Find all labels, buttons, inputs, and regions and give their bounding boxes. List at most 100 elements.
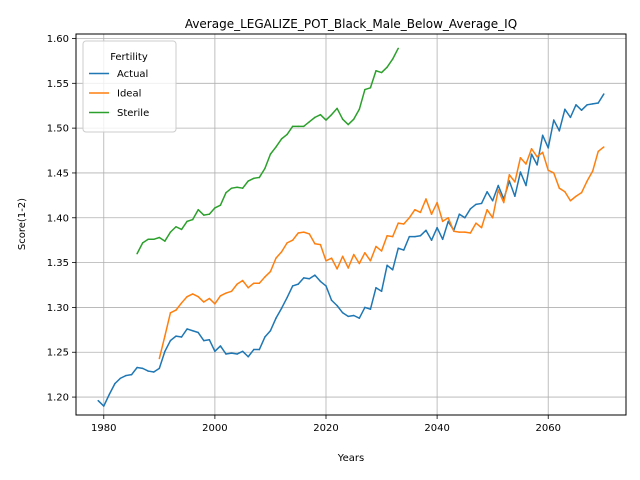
data-point-actual xyxy=(386,264,388,267)
data-point-sterile xyxy=(347,123,349,126)
data-point-ideal xyxy=(591,170,594,172)
data-point-ideal xyxy=(364,251,366,254)
data-point-actual xyxy=(497,184,499,187)
data-point-sterile xyxy=(291,125,294,128)
data-point-sterile xyxy=(380,71,383,74)
series-sterile xyxy=(136,47,399,255)
data-point-actual xyxy=(308,277,311,280)
data-point-actual xyxy=(575,104,577,106)
data-point-actual xyxy=(314,274,316,276)
data-point-actual xyxy=(530,153,533,155)
legend-box xyxy=(82,40,177,133)
data-point-actual xyxy=(591,103,594,105)
data-point-ideal xyxy=(586,180,588,182)
data-point-sterile xyxy=(180,228,183,231)
data-point-actual xyxy=(158,367,161,370)
data-point-actual xyxy=(569,116,572,119)
data-point-actual xyxy=(403,249,405,251)
series-line-actual xyxy=(97,93,605,407)
data-point-ideal xyxy=(358,262,361,265)
data-point-actual xyxy=(164,350,166,353)
data-point-sterile xyxy=(353,118,355,120)
data-point-ideal xyxy=(380,250,383,252)
data-point-sterile xyxy=(247,180,249,182)
data-point-ideal xyxy=(486,208,488,211)
data-point-ideal xyxy=(186,295,188,298)
data-point-actual xyxy=(286,296,288,299)
data-point-ideal xyxy=(441,220,444,223)
data-point-ideal xyxy=(530,148,533,150)
data-point-actual xyxy=(319,280,322,283)
data-point-ideal xyxy=(541,151,544,154)
data-point-sterile xyxy=(169,231,172,233)
legend-label-ideal: Ideal xyxy=(117,89,141,100)
y-axis-label: Score(1-2) xyxy=(17,198,28,250)
data-point-actual xyxy=(469,208,472,210)
data-point-actual xyxy=(441,238,444,241)
data-point-ideal xyxy=(580,191,583,194)
data-point-ideal xyxy=(525,163,527,165)
data-point-actual xyxy=(564,108,566,111)
data-point-ideal xyxy=(319,243,322,246)
data-point-ideal xyxy=(314,243,316,245)
data-point-actual xyxy=(436,226,438,229)
data-point-ideal xyxy=(175,309,177,311)
data-point-sterile xyxy=(325,119,327,121)
data-point-ideal xyxy=(480,226,483,229)
data-point-ideal xyxy=(453,230,455,232)
data-point-ideal xyxy=(169,312,172,314)
data-point-ideal xyxy=(386,234,388,237)
data-point-ideal xyxy=(575,195,577,198)
data-point-ideal xyxy=(430,213,433,215)
data-point-actual xyxy=(519,171,522,173)
data-point-actual xyxy=(447,220,449,223)
data-point-ideal xyxy=(391,235,394,238)
data-point-ideal xyxy=(397,222,399,224)
data-point-sterile xyxy=(197,208,199,211)
data-point-actual xyxy=(358,317,361,319)
data-point-actual xyxy=(553,119,555,121)
data-point-ideal xyxy=(491,217,494,219)
data-point-actual xyxy=(241,350,244,353)
data-point-ideal xyxy=(519,156,522,159)
data-point-actual xyxy=(514,195,516,198)
data-point-sterile xyxy=(308,121,311,123)
data-point-actual xyxy=(458,213,461,215)
chart-title: Average_LEGALIZE_POT_Black_Male_Below_Av… xyxy=(185,17,517,31)
y-tick-label: 1.55 xyxy=(47,79,69,90)
data-point-sterile xyxy=(314,116,316,119)
data-point-sterile xyxy=(386,66,388,68)
data-point-actual xyxy=(180,336,183,338)
data-point-ideal xyxy=(564,191,566,193)
data-point-ideal xyxy=(558,187,561,189)
y-tick-label: 1.60 xyxy=(47,34,69,45)
data-point-sterile xyxy=(264,167,266,170)
data-point-actual xyxy=(141,367,144,370)
data-point-ideal xyxy=(164,335,166,337)
data-point-sterile xyxy=(375,70,377,72)
legend-title: Fertility xyxy=(110,52,148,63)
data-point-actual xyxy=(491,199,494,202)
data-point-actual xyxy=(397,247,399,250)
data-point-ideal xyxy=(547,169,549,172)
data-point-sterile xyxy=(391,58,394,60)
data-point-actual xyxy=(330,299,333,301)
data-point-actual xyxy=(464,217,466,219)
data-point-ideal xyxy=(514,181,516,183)
data-point-actual xyxy=(586,104,588,106)
data-point-actual xyxy=(597,102,599,104)
data-point-sterile xyxy=(191,218,194,221)
data-point-ideal xyxy=(203,301,205,303)
data-point-actual xyxy=(225,353,227,355)
data-point-actual xyxy=(536,164,538,166)
data-point-actual xyxy=(303,277,305,279)
y-tick-label: 1.30 xyxy=(47,303,69,314)
y-tick-label: 1.45 xyxy=(47,168,69,179)
data-point-ideal xyxy=(419,211,422,214)
data-point-sterile xyxy=(336,107,338,110)
data-point-actual xyxy=(153,371,155,373)
data-point-ideal xyxy=(241,279,244,282)
data-point-ideal xyxy=(403,223,405,225)
